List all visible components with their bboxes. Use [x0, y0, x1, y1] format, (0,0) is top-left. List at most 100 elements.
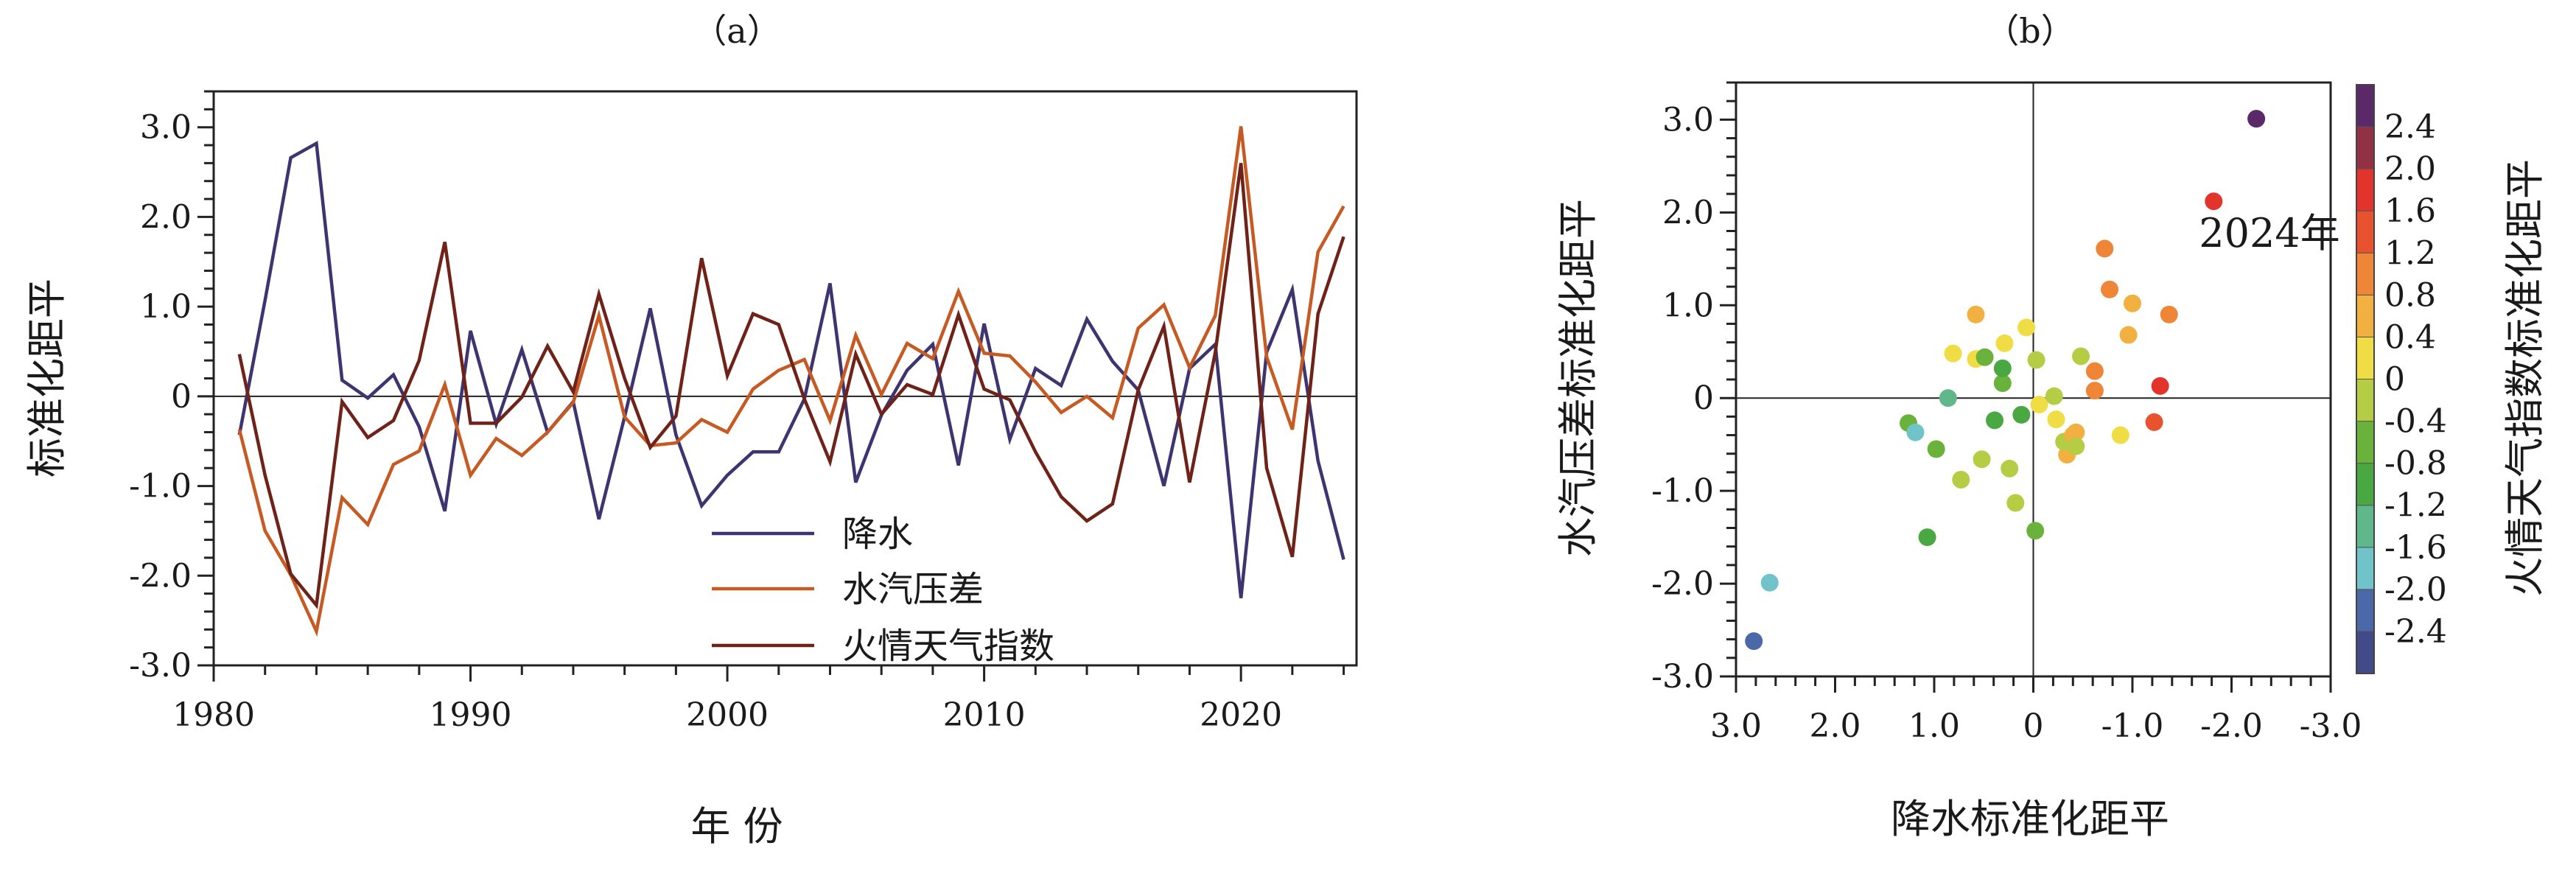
colorbar-tick-label: -0.4: [2384, 403, 2447, 441]
colorbar-tick-label: -1.2: [2384, 487, 2447, 525]
x-tick-label: 2010: [943, 696, 1026, 734]
colorbar-segment: [2356, 505, 2375, 548]
y-tick-label: -1.0: [1651, 472, 1714, 510]
legend-label-2: 火情天气指数: [842, 626, 1054, 667]
series-line-2: [237, 163, 1345, 609]
x-tick-label: -1.0: [2101, 707, 2164, 745]
colorbar-segment: [2356, 294, 2375, 337]
x-tick-label: 1990: [430, 696, 512, 734]
scatter-point-2003: [2027, 351, 2045, 369]
scatter-point-1982: [1918, 528, 1936, 547]
scatter-point-1998: [2067, 437, 2085, 455]
scatter-point-1994: [2030, 396, 2048, 414]
scatter-point-2024: [2205, 192, 2223, 211]
colorbar-segment: [2356, 210, 2375, 253]
scatter-point-2005: [2119, 326, 2138, 344]
scatter-point-2012: [1993, 374, 2012, 393]
y-tick-label: 1.0: [140, 288, 192, 326]
scatter-point-2021: [1975, 348, 1994, 366]
y-tick-label: -1.0: [129, 468, 192, 505]
scatter-point-2009: [2101, 280, 2119, 298]
scatter-point-2022: [1906, 423, 1925, 441]
scatter-point-2011: [2072, 347, 2090, 365]
scatter-point-1986: [2026, 522, 2045, 540]
scatter-point-2002: [2085, 362, 2104, 380]
colorbar-segment: [2356, 631, 2375, 674]
y-tick-label: 3.0: [140, 109, 192, 147]
y-tick-label: -2.0: [129, 557, 192, 595]
y-tick-label: 0: [1693, 379, 1714, 417]
scatter-point-2018: [1993, 359, 2012, 377]
scatter-point-1985: [2006, 494, 2025, 512]
colorbar-tick-label: 2.0: [2384, 150, 2436, 188]
scatter-point-1989: [2151, 377, 2169, 395]
scatter-point-2019: [1967, 305, 1985, 323]
scatter-point-2000: [2111, 426, 2129, 444]
x-tick-label: 1.0: [1908, 707, 1960, 745]
colorbar-segment: [2356, 126, 2375, 169]
panel-b-y-axis-title: 水汽压差标准化距平: [1555, 199, 1601, 557]
colorbar-segment: [2356, 168, 2375, 211]
colorbar-segment: [2356, 463, 2375, 506]
colorbar-tick-label: 1.6: [2384, 192, 2436, 230]
scatter-point-2017: [2124, 294, 2141, 312]
scatter-point-2013: [2012, 405, 2031, 424]
y-tick-label: 0: [171, 378, 192, 416]
scatter-point-2015: [1986, 411, 2004, 430]
y-tick-label: 2.0: [140, 198, 192, 236]
scatter-point-1987: [2001, 459, 2019, 477]
colorbar-tick-label: -2.0: [2384, 571, 2447, 609]
panel-a-title: （a）: [693, 11, 780, 51]
scatter-point-2016: [2017, 318, 2036, 337]
colorbar-tick-label: 0: [2384, 361, 2405, 399]
colorbar-tick-label: -1.6: [2384, 529, 2447, 567]
series-line-0: [237, 140, 1345, 598]
scatter-point-2006: [2045, 387, 2063, 405]
scatter-point-1999: [2145, 413, 2163, 431]
colorbar-tick-label: -0.8: [2384, 445, 2447, 483]
y-tick-label: 1.0: [1662, 287, 1714, 324]
x-tick-label: 2020: [1200, 696, 1282, 734]
scatter-point-1997: [1927, 440, 1945, 458]
x-tick-label: 1980: [172, 696, 255, 734]
colorbar-segment: [2356, 379, 2375, 422]
scatter-point-2014: [1939, 389, 1957, 407]
colorbar-frame: [2356, 84, 2375, 674]
colorbar-tick-label: 1.2: [2384, 234, 2436, 272]
scatter-point-2023: [2096, 239, 2114, 258]
colorbar-segment: [2356, 252, 2375, 295]
colorbar-segment: [2356, 421, 2375, 464]
y-tick-label: -2.0: [1651, 565, 1714, 603]
scatter-point-1996: [2047, 410, 2065, 429]
plot-frame: [1735, 81, 2332, 678]
y-tick-label: 2.0: [1662, 194, 1714, 231]
colorbar-tick-label: 2.4: [2384, 108, 2436, 146]
colorbar-title: 火情天气指数标准化距平: [2502, 159, 2548, 597]
colorbar-segment: [2356, 336, 2375, 379]
series-line-1: [237, 126, 1345, 637]
x-tick-label: -2.0: [2200, 707, 2263, 745]
panel-a-x-axis-title: 年 份: [690, 803, 783, 850]
plot-frame: [212, 90, 1358, 667]
panel-b-plot: 3.0 2.0 1.0 0 -1.0 -2.0 -3.0 3.0 2.0 1.0 0 -1.0 -2.0…: [1651, 81, 2447, 745]
panel-a-plot: 3.0 2.0 1.0 0 -1.0 -2.0 -3.0 1980 1990 2000 2010 20…: [129, 90, 1358, 734]
x-tick-label: 0: [2023, 707, 2044, 745]
scatter-point-2007: [1995, 334, 2014, 352]
panel-b-x-axis-title: 降水标准化距平: [1891, 796, 2169, 842]
scatter-point-2001: [2085, 382, 2104, 400]
x-tick-label: -3.0: [2300, 707, 2362, 745]
scatter-point-1984: [1745, 632, 1763, 651]
y-tick-label: -3.0: [129, 647, 192, 685]
scatter-point-1992: [1973, 450, 1991, 469]
annotation-2024: 2024年: [2199, 210, 2339, 256]
colorbar-segment: [2356, 84, 2375, 127]
colorbar-segment: [2356, 547, 2375, 590]
colorbar-tick-label: 0.8: [2384, 276, 2436, 314]
colorbar-tick-label: -2.4: [2384, 613, 2447, 651]
scatter-point-1983: [1760, 573, 1779, 592]
legend-label-0: 降水: [842, 514, 913, 555]
x-tick-label: 2.0: [1810, 707, 1861, 745]
y-tick-label: -3.0: [1651, 658, 1714, 696]
panel-a-y-axis-title: 标准化距平: [24, 279, 70, 477]
